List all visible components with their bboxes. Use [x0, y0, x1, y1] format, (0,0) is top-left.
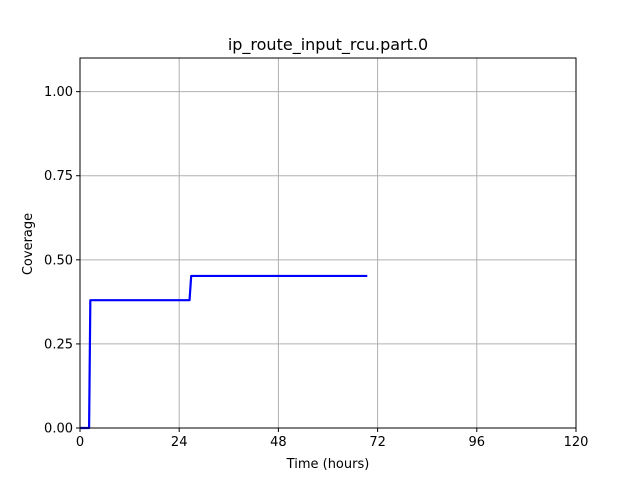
- y-tick-label: 0.75: [44, 169, 73, 184]
- grid-lines: [79, 58, 577, 429]
- y-tick-label: 1.00: [44, 85, 73, 100]
- x-tick-label: 48: [270, 435, 287, 450]
- y-tick-label: 0.50: [44, 253, 73, 268]
- x-tick-label: 72: [369, 435, 386, 450]
- coverage-line: [80, 274, 368, 430]
- data-series: [80, 274, 368, 430]
- y-axis-label: Coverage: [21, 213, 36, 275]
- axes-frame: [79, 57, 577, 429]
- x-tick-label: 120: [564, 435, 589, 450]
- y-tick-label: 0.00: [44, 422, 73, 437]
- axis-ticks: 0 24 48 72 96 120 0.00 0.25 0.50 0.75 1.00: [44, 85, 588, 450]
- x-axis-label: Time (hours): [286, 457, 370, 472]
- x-tick-label: 0: [76, 435, 84, 450]
- chart-title: ip_route_input_rcu.part.0: [228, 35, 428, 55]
- y-tick-label: 0.25: [44, 337, 73, 352]
- x-tick-label: 24: [171, 435, 188, 450]
- x-tick-label: 96: [469, 435, 486, 450]
